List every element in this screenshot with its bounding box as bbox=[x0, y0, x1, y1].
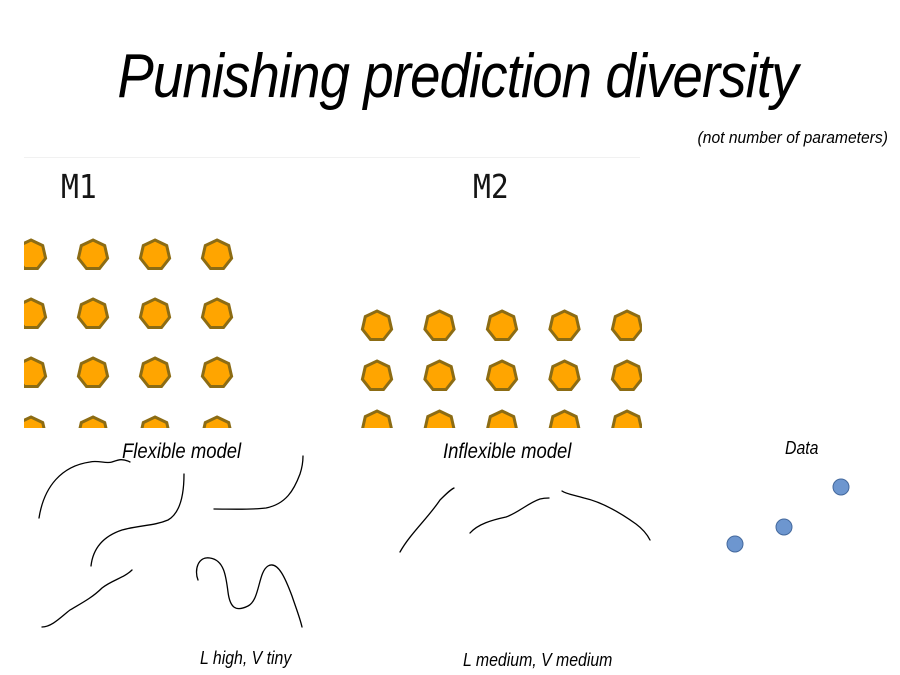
m1-prediction-heptagon bbox=[200, 356, 234, 388]
flexible-curve-5 bbox=[195, 557, 303, 628]
m1-prediction-heptagon bbox=[24, 356, 48, 388]
m1-prediction-heptagon bbox=[140, 415, 170, 428]
slide-title: Punishing prediction diversity bbox=[117, 42, 798, 111]
m1-prediction-heptagon bbox=[24, 415, 46, 428]
m1-prediction-heptagon bbox=[24, 238, 48, 270]
data-point bbox=[775, 518, 793, 536]
m2-prediction-heptagon bbox=[485, 309, 519, 341]
m1-prediction-heptagon bbox=[138, 356, 172, 388]
m2-prediction-heptagon bbox=[423, 409, 456, 428]
m1-prediction-heptagon bbox=[76, 238, 110, 270]
caption-data: Data bbox=[785, 438, 819, 458]
m1-prediction-heptagon bbox=[200, 297, 234, 329]
m2-prediction-heptagon bbox=[610, 309, 642, 341]
m2-prediction-heptagon bbox=[548, 309, 581, 341]
m2-prediction-heptagon bbox=[548, 409, 581, 428]
m2-prediction-heptagon bbox=[486, 409, 518, 428]
m2-prediction-heptagon bbox=[423, 309, 456, 341]
model-label-m1: M1 bbox=[61, 167, 97, 206]
caption-inflexible-model: Inflexible model bbox=[443, 440, 572, 463]
model-label-m2: M2 bbox=[473, 167, 509, 206]
m2-prediction-heptagon bbox=[361, 409, 393, 428]
m1-prediction-grid bbox=[24, 238, 234, 428]
caption-flexible-model: Flexible model bbox=[122, 440, 242, 463]
m2-prediction-heptagon bbox=[360, 359, 394, 391]
data-point bbox=[726, 535, 744, 553]
m2-prediction-grid bbox=[360, 309, 642, 428]
flexible-curve-1 bbox=[38, 459, 131, 519]
inflexible-curve-3 bbox=[561, 490, 651, 541]
data-points bbox=[726, 478, 850, 553]
slide-subtitle: (not number of parameters) bbox=[697, 128, 888, 147]
m2-prediction-heptagon bbox=[548, 359, 581, 391]
m1-prediction-heptagon bbox=[138, 238, 172, 270]
m2-prediction-heptagon bbox=[485, 359, 519, 391]
m1-prediction-heptagon bbox=[138, 297, 172, 329]
m1-prediction-heptagon bbox=[24, 297, 48, 329]
caption-flexible-stats: L high, V tiny bbox=[200, 648, 292, 668]
data-point bbox=[832, 478, 850, 496]
inflexible-curve-2 bbox=[469, 497, 550, 534]
m2-prediction-heptagon bbox=[423, 359, 456, 391]
m1-prediction-heptagon bbox=[76, 356, 110, 388]
m1-prediction-heptagon bbox=[78, 415, 108, 428]
m2-prediction-heptagon bbox=[611, 409, 642, 428]
m1-prediction-heptagon bbox=[200, 238, 234, 270]
m1-prediction-heptagon bbox=[76, 297, 110, 329]
model-panel-edge bbox=[24, 157, 640, 158]
flexible-curve-4 bbox=[41, 569, 133, 628]
m2-prediction-heptagon bbox=[360, 309, 394, 341]
caption-inflexible-stats: L medium, V medium bbox=[463, 650, 613, 670]
m2-prediction-heptagon bbox=[610, 359, 642, 391]
flexible-curve-2 bbox=[90, 473, 185, 567]
m1-prediction-heptagon bbox=[202, 415, 232, 428]
inflexible-curve-1 bbox=[399, 487, 455, 553]
flexible-curve-3 bbox=[213, 455, 304, 510]
